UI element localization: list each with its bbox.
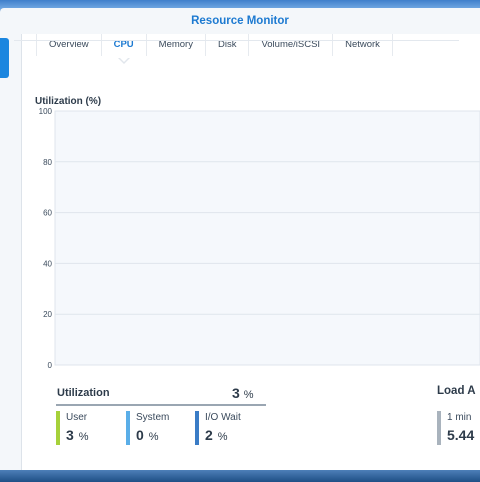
metric-io-wait-label: I/O Wait — [205, 412, 241, 423]
metric-value-unit: % — [148, 431, 159, 443]
y-tick-label: 0 — [48, 361, 53, 370]
metric-system-color-bar — [126, 411, 130, 445]
y-tick-label: 80 — [43, 158, 52, 167]
metric-io-wait-color-bar — [195, 411, 199, 445]
metric-value-number: 0 — [136, 427, 144, 443]
metric-load-label: 1 min — [447, 412, 472, 423]
metric-system: System 0% — [126, 411, 186, 445]
utilization-divider — [56, 404, 266, 406]
utilization-total-unit: % — [243, 389, 254, 401]
metric-load-color-bar — [437, 411, 441, 445]
metric-system-value: 0% — [136, 427, 159, 443]
tab-bar: Overview CPU Memory Disk Volume/iSCSI Ne… — [36, 34, 393, 64]
tab-overview[interactable]: Overview — [36, 34, 101, 56]
metric-load-value: 5.44 — [447, 427, 475, 443]
cpu-utilization-chart: 0 20 40 60 80 100 — [39, 108, 480, 370]
metric-load-1min: 1 min 5.44 — [437, 411, 480, 445]
tab-cpu[interactable]: CPU — [100, 34, 146, 64]
utilization-title: Utilization — [57, 387, 110, 399]
tab-label: Network — [345, 39, 380, 50]
tab-memory[interactable]: Memory — [145, 34, 205, 56]
sidebar-selected-indicator[interactable] — [0, 38, 9, 78]
y-tick-label: 20 — [43, 310, 52, 319]
desktop-top-edge — [0, 0, 480, 10]
metric-user-color-bar — [56, 411, 60, 445]
metric-value-unit: % — [78, 431, 89, 443]
metric-user-label: User — [66, 412, 88, 423]
window-title: Resource Monitor — [191, 15, 289, 27]
tab-disk[interactable]: Disk — [204, 34, 248, 56]
tab-volume-iscsi[interactable]: Volume/iSCSI — [248, 34, 332, 56]
chart-plot-area — [54, 110, 480, 366]
utilization-total: 3% — [232, 385, 254, 401]
tab-label: Memory — [158, 39, 193, 50]
y-tick-label: 60 — [43, 209, 52, 218]
metric-user-value: 3% — [66, 427, 89, 443]
active-tab-caret — [117, 57, 130, 64]
metric-value-number: 3 — [66, 427, 74, 443]
metric-user: User 3% — [56, 411, 116, 445]
tab-label: Disk — [217, 39, 237, 50]
tab-label: Overview — [49, 39, 89, 50]
tab-label: CPU — [113, 39, 134, 50]
metric-value-number: 2 — [205, 427, 213, 443]
y-tick-label: 40 — [43, 259, 52, 268]
metric-io-wait-value: 2% — [205, 427, 228, 443]
utilization-total-value: 3 — [232, 385, 240, 401]
y-tick-label: 100 — [39, 108, 53, 116]
taskbar-edge — [0, 470, 480, 482]
chart-title: Utilization (%) — [35, 96, 102, 107]
metric-system-label: System — [136, 412, 170, 423]
tab-network[interactable]: Network — [332, 34, 393, 56]
tab-label: Volume/iSCSI — [261, 39, 321, 50]
load-average-title: Load A — [437, 385, 476, 397]
tab-strip-divider — [14, 40, 459, 41]
metric-io-wait: I/O Wait 2% — [195, 411, 265, 445]
metric-value-unit: % — [217, 431, 228, 443]
